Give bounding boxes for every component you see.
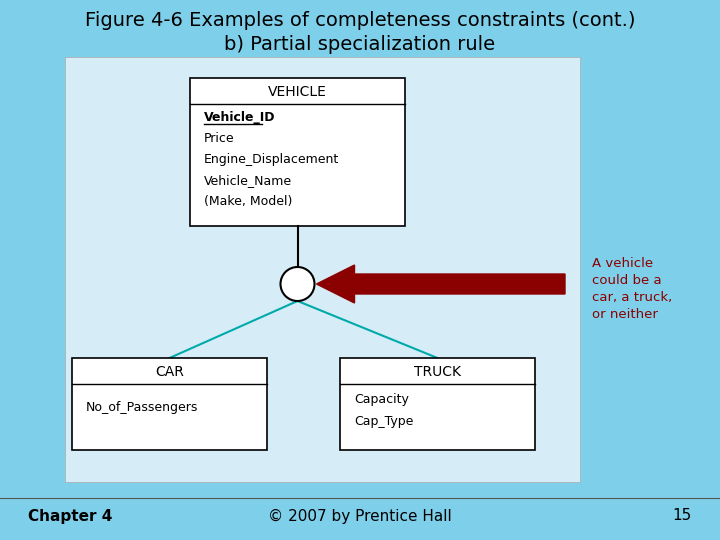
Text: Vehicle_Name: Vehicle_Name: [204, 174, 292, 187]
Text: Cap_Type: Cap_Type: [354, 415, 413, 428]
Text: TRUCK: TRUCK: [414, 365, 461, 379]
Text: Vehicle_ID: Vehicle_ID: [204, 111, 276, 125]
FancyBboxPatch shape: [340, 358, 535, 450]
Text: Figure 4-6 Examples of completeness constraints (cont.): Figure 4-6 Examples of completeness cons…: [85, 10, 635, 30]
Text: Engine_Displacement: Engine_Displacement: [204, 153, 339, 166]
Text: CAR: CAR: [155, 365, 184, 379]
FancyBboxPatch shape: [72, 358, 267, 450]
Text: Capacity: Capacity: [354, 394, 409, 407]
Text: VEHICLE: VEHICLE: [268, 85, 327, 99]
Text: Chapter 4: Chapter 4: [28, 509, 112, 523]
Text: No_of_Passengers: No_of_Passengers: [86, 402, 199, 415]
FancyBboxPatch shape: [65, 57, 580, 482]
FancyArrow shape: [317, 265, 565, 303]
Text: b) Partial specialization rule: b) Partial specialization rule: [225, 35, 495, 53]
Text: © 2007 by Prentice Hall: © 2007 by Prentice Hall: [268, 509, 452, 523]
Text: A vehicle
could be a
car, a truck,
or neither: A vehicle could be a car, a truck, or ne…: [592, 257, 672, 321]
Text: (Make, Model): (Make, Model): [204, 195, 292, 208]
Text: Price: Price: [204, 132, 235, 145]
Circle shape: [281, 267, 315, 301]
FancyBboxPatch shape: [190, 78, 405, 226]
Text: 15: 15: [672, 509, 692, 523]
